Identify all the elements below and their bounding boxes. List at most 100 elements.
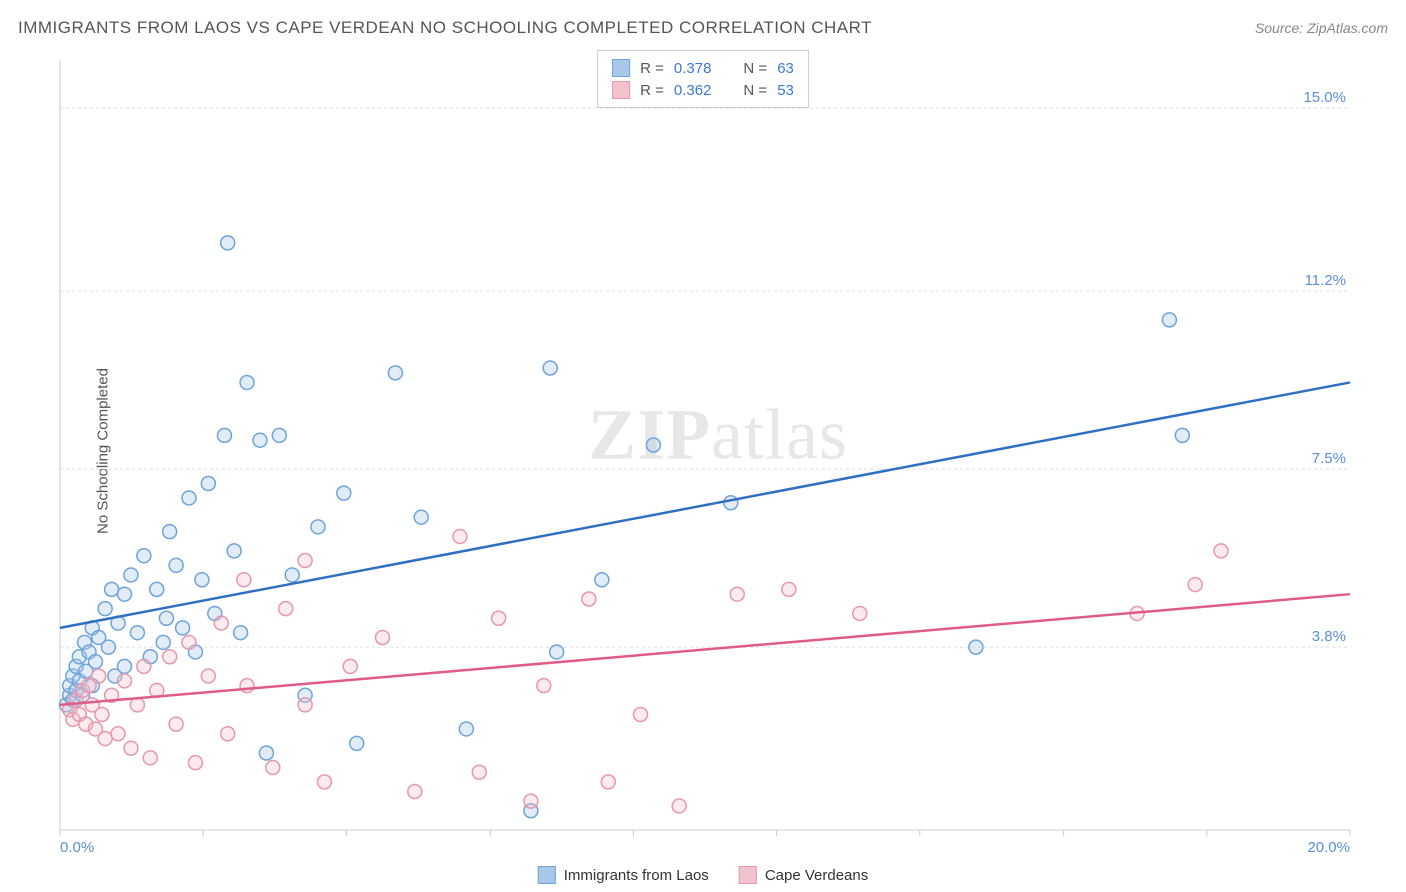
legend-swatch (612, 81, 630, 99)
legend-row-capeverdean: R =0.362N =53 (612, 79, 794, 101)
data-point-laos (124, 568, 138, 582)
data-point-laos (388, 366, 402, 380)
y-tick-label: 11.2% (1305, 272, 1346, 289)
legend-series: Immigrants from Laos Cape Verdeans (538, 866, 868, 884)
legend-row-laos: R =0.378N =63 (612, 57, 794, 79)
data-point-capeverdean (343, 659, 357, 673)
data-point-laos (1162, 313, 1176, 327)
data-point-laos (272, 428, 286, 442)
data-point-capeverdean (524, 794, 538, 808)
data-point-capeverdean (853, 606, 867, 620)
data-point-capeverdean (672, 799, 686, 813)
legend-item-laos: Immigrants from Laos (538, 866, 709, 884)
data-point-laos (350, 736, 364, 750)
data-point-capeverdean (240, 679, 254, 693)
data-point-capeverdean (266, 760, 280, 774)
chart-header: IMMIGRANTS FROM LAOS VS CAPE VERDEAN NO … (18, 18, 1388, 38)
trend-line-laos (60, 382, 1350, 627)
data-point-capeverdean (137, 659, 151, 673)
data-point-laos (217, 428, 231, 442)
data-point-laos (969, 640, 983, 654)
data-point-capeverdean (782, 582, 796, 596)
data-point-capeverdean (317, 775, 331, 789)
data-point-laos (156, 635, 170, 649)
data-point-laos (88, 655, 102, 669)
data-point-capeverdean (163, 650, 177, 664)
x-max-label: 20.0% (1307, 839, 1350, 852)
scatter-plot: 3.8% 7.5% 11.2% 15.0% 0.0% 20.0% (50, 50, 1386, 852)
data-point-laos (227, 544, 241, 558)
data-point-capeverdean (221, 727, 235, 741)
data-point-laos (337, 486, 351, 500)
data-point-laos (176, 621, 190, 635)
legend-item-capeverdean: Cape Verdeans (739, 866, 868, 884)
data-point-capeverdean (298, 698, 312, 712)
data-point-laos (137, 549, 151, 563)
data-point-laos (234, 626, 248, 640)
data-point-capeverdean (188, 756, 202, 770)
data-point-laos (169, 558, 183, 572)
data-point-laos (118, 587, 132, 601)
x-min-label: 0.0% (60, 839, 94, 852)
y-tick-label: 3.8% (1312, 628, 1346, 645)
data-point-capeverdean (118, 674, 132, 688)
data-point-laos (221, 236, 235, 250)
data-point-capeverdean (408, 785, 422, 799)
data-point-laos (253, 433, 267, 447)
data-point-capeverdean (130, 698, 144, 712)
data-point-laos (595, 573, 609, 587)
data-point-capeverdean (472, 765, 486, 779)
data-point-capeverdean (279, 602, 293, 616)
data-point-laos (150, 582, 164, 596)
data-point-laos (414, 510, 428, 524)
data-point-laos (259, 746, 273, 760)
data-point-laos (724, 496, 738, 510)
data-point-laos (201, 477, 215, 491)
data-point-capeverdean (582, 592, 596, 606)
data-point-capeverdean (376, 631, 390, 645)
y-tick-label: 7.5% (1312, 450, 1346, 467)
data-point-capeverdean (201, 669, 215, 683)
chart-source: Source: ZipAtlas.com (1255, 20, 1388, 36)
data-point-capeverdean (98, 732, 112, 746)
chart-area: No Schooling Completed ZIPatlas 3.8%7.5%… (50, 50, 1386, 852)
data-point-capeverdean (95, 708, 109, 722)
data-point-capeverdean (237, 573, 251, 587)
legend-swatch (739, 866, 757, 884)
data-point-capeverdean (634, 708, 648, 722)
data-point-laos (101, 640, 115, 654)
data-point-laos (285, 568, 299, 582)
data-point-laos (240, 375, 254, 389)
data-point-capeverdean (1214, 544, 1228, 558)
data-point-capeverdean (537, 679, 551, 693)
data-point-laos (98, 602, 112, 616)
data-point-laos (459, 722, 473, 736)
data-point-laos (543, 361, 557, 375)
legend-swatch (612, 59, 630, 77)
y-tick-label: 15.0% (1303, 89, 1346, 106)
data-point-laos (646, 438, 660, 452)
data-point-capeverdean (182, 635, 196, 649)
legend-correlation: R =0.378N =63R =0.362N =53 (597, 50, 809, 108)
data-point-laos (195, 573, 209, 587)
data-point-laos (130, 626, 144, 640)
data-point-capeverdean (92, 669, 106, 683)
data-point-laos (550, 645, 564, 659)
data-point-laos (163, 525, 177, 539)
data-point-capeverdean (1188, 578, 1202, 592)
legend-swatch (538, 866, 556, 884)
data-point-capeverdean (492, 611, 506, 625)
data-point-capeverdean (143, 751, 157, 765)
data-point-laos (1175, 428, 1189, 442)
data-point-laos (182, 491, 196, 505)
data-point-laos (118, 659, 132, 673)
data-point-capeverdean (298, 554, 312, 568)
chart-title: IMMIGRANTS FROM LAOS VS CAPE VERDEAN NO … (18, 18, 872, 38)
data-point-capeverdean (730, 587, 744, 601)
data-point-capeverdean (169, 717, 183, 731)
data-point-capeverdean (453, 529, 467, 543)
data-point-laos (105, 582, 119, 596)
data-point-capeverdean (214, 616, 228, 630)
data-point-capeverdean (124, 741, 138, 755)
data-point-laos (311, 520, 325, 534)
